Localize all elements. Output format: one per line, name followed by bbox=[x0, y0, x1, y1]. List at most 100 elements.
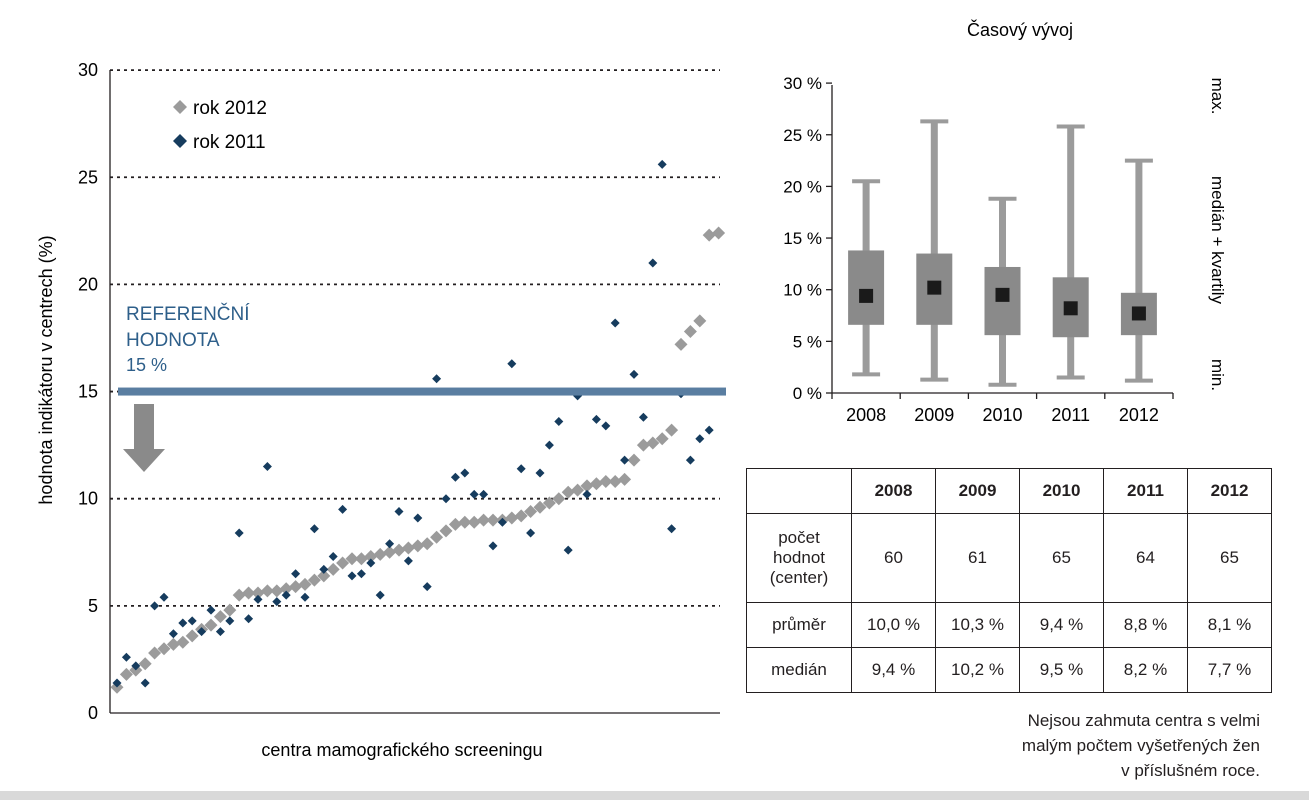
point-2012 bbox=[674, 337, 688, 351]
point-2011 bbox=[300, 592, 310, 602]
point-2011 bbox=[291, 569, 301, 579]
point-2011 bbox=[244, 614, 254, 624]
point-2011 bbox=[648, 258, 658, 268]
box-median-marker bbox=[1063, 301, 1078, 316]
point-2012 bbox=[392, 543, 406, 557]
table-cell: 64 bbox=[1103, 513, 1188, 603]
point-2011 bbox=[356, 569, 366, 579]
right-label-max: max. bbox=[1208, 78, 1227, 115]
point-2012 bbox=[383, 545, 397, 559]
point-2012 bbox=[270, 584, 284, 598]
point-2012 bbox=[242, 586, 256, 600]
reference-line bbox=[118, 387, 726, 396]
table-cell: 7,7 % bbox=[1187, 647, 1272, 693]
point-2012 bbox=[364, 550, 378, 564]
table-header-cell: 2009 bbox=[935, 468, 1020, 514]
point-2011 bbox=[497, 517, 507, 527]
point-2011 bbox=[121, 652, 131, 662]
point-2011 bbox=[601, 421, 611, 431]
point-2011 bbox=[225, 616, 235, 626]
table-cell: 60 bbox=[851, 513, 936, 603]
point-2012 bbox=[373, 547, 387, 561]
box-x-ticks bbox=[831, 393, 1174, 399]
point-2011 bbox=[168, 629, 178, 639]
point-2011 bbox=[366, 558, 376, 568]
right-label-min: min. bbox=[1208, 359, 1227, 391]
box-x-label: 2012 bbox=[1119, 405, 1159, 425]
point-2011 bbox=[178, 618, 188, 628]
point-2011 bbox=[544, 440, 554, 450]
point-2012 bbox=[401, 541, 415, 555]
point-2012 bbox=[185, 629, 199, 643]
point-2012 bbox=[524, 505, 538, 519]
scatter-legend: rok 2012 rok 2011 bbox=[173, 98, 267, 153]
point-2011 bbox=[187, 616, 197, 626]
point-2011 bbox=[479, 489, 489, 499]
point-2012 bbox=[176, 635, 190, 649]
point-2011 bbox=[704, 425, 714, 435]
point-2011 bbox=[215, 627, 225, 637]
table-row: počet hodnot (center) 60 61 65 64 65 bbox=[746, 513, 1272, 603]
point-2012 bbox=[289, 580, 303, 594]
point-2011 bbox=[394, 507, 404, 517]
point-2011 bbox=[563, 545, 573, 555]
box-y-tick-label: 30 % bbox=[783, 74, 822, 93]
table-header-cell: 2008 bbox=[851, 468, 936, 514]
box-y-tick-label: 10 % bbox=[783, 281, 822, 300]
point-2012 bbox=[458, 515, 472, 529]
point-2011 bbox=[422, 582, 432, 592]
point-2011 bbox=[272, 597, 282, 607]
down-arrow-icon bbox=[123, 404, 165, 472]
legend-label-2011: rok 2011 bbox=[193, 132, 266, 153]
reference-label-line-3: 15 % bbox=[126, 355, 167, 375]
stats-table: 2008 2009 2010 2011 2012 počet hodnot (c… bbox=[746, 468, 1272, 693]
point-2011 bbox=[469, 489, 479, 499]
point-2011 bbox=[432, 374, 442, 384]
point-2012 bbox=[599, 475, 613, 489]
reference-label-line-2: HODNOTA bbox=[126, 330, 220, 351]
box-plots bbox=[848, 119, 1157, 387]
point-2012 bbox=[279, 582, 293, 596]
point-2011 bbox=[582, 489, 592, 499]
reference-label-line-1: REFERENČNÍ bbox=[126, 303, 250, 325]
point-2012 bbox=[655, 432, 669, 446]
point-2012 bbox=[354, 552, 368, 566]
point-2011 bbox=[347, 571, 357, 581]
scatter-y-tick-label: 5 bbox=[88, 596, 98, 616]
point-2011 bbox=[610, 318, 620, 328]
point-2011 bbox=[450, 472, 460, 482]
point-2012 bbox=[505, 511, 519, 525]
row-label-line: (center) bbox=[769, 568, 829, 587]
scatter-y-tick-label: 10 bbox=[78, 489, 98, 509]
point-2012 bbox=[712, 226, 726, 240]
point-2012 bbox=[138, 657, 152, 671]
table-cell: 65 bbox=[1019, 513, 1104, 603]
box-y-tick-label: 25 % bbox=[783, 126, 822, 145]
point-2011 bbox=[507, 359, 517, 369]
point-2011 bbox=[629, 369, 639, 379]
point-2011 bbox=[262, 462, 272, 472]
point-2012 bbox=[608, 475, 622, 489]
point-2012 bbox=[646, 436, 660, 450]
point-2011 bbox=[441, 494, 451, 504]
point-2011 bbox=[206, 605, 216, 615]
point-2011 bbox=[667, 524, 677, 534]
point-2012 bbox=[260, 584, 274, 598]
point-2012 bbox=[430, 530, 444, 544]
table-cell: 10,3 % bbox=[935, 602, 1020, 648]
footnote-line: Nejsou zahmuta centra s velmi bbox=[1027, 711, 1260, 730]
point-2011 bbox=[488, 541, 498, 551]
footnote-line: v příslušném roce. bbox=[1121, 761, 1260, 780]
point-2011 bbox=[140, 678, 150, 688]
footnote-line: malým počtem vyšetřených žen bbox=[1021, 736, 1260, 755]
row-label-count: počet hodnot (center) bbox=[746, 513, 852, 603]
point-2011 bbox=[150, 601, 160, 611]
point-2011 bbox=[620, 455, 630, 465]
point-2011 bbox=[657, 159, 667, 169]
legend-marker-2012 bbox=[173, 100, 187, 114]
table-header-cell bbox=[746, 468, 852, 514]
point-2012 bbox=[627, 453, 641, 467]
row-label-line: počet bbox=[778, 528, 820, 547]
point-2011 bbox=[234, 528, 244, 538]
point-2011 bbox=[328, 552, 338, 562]
